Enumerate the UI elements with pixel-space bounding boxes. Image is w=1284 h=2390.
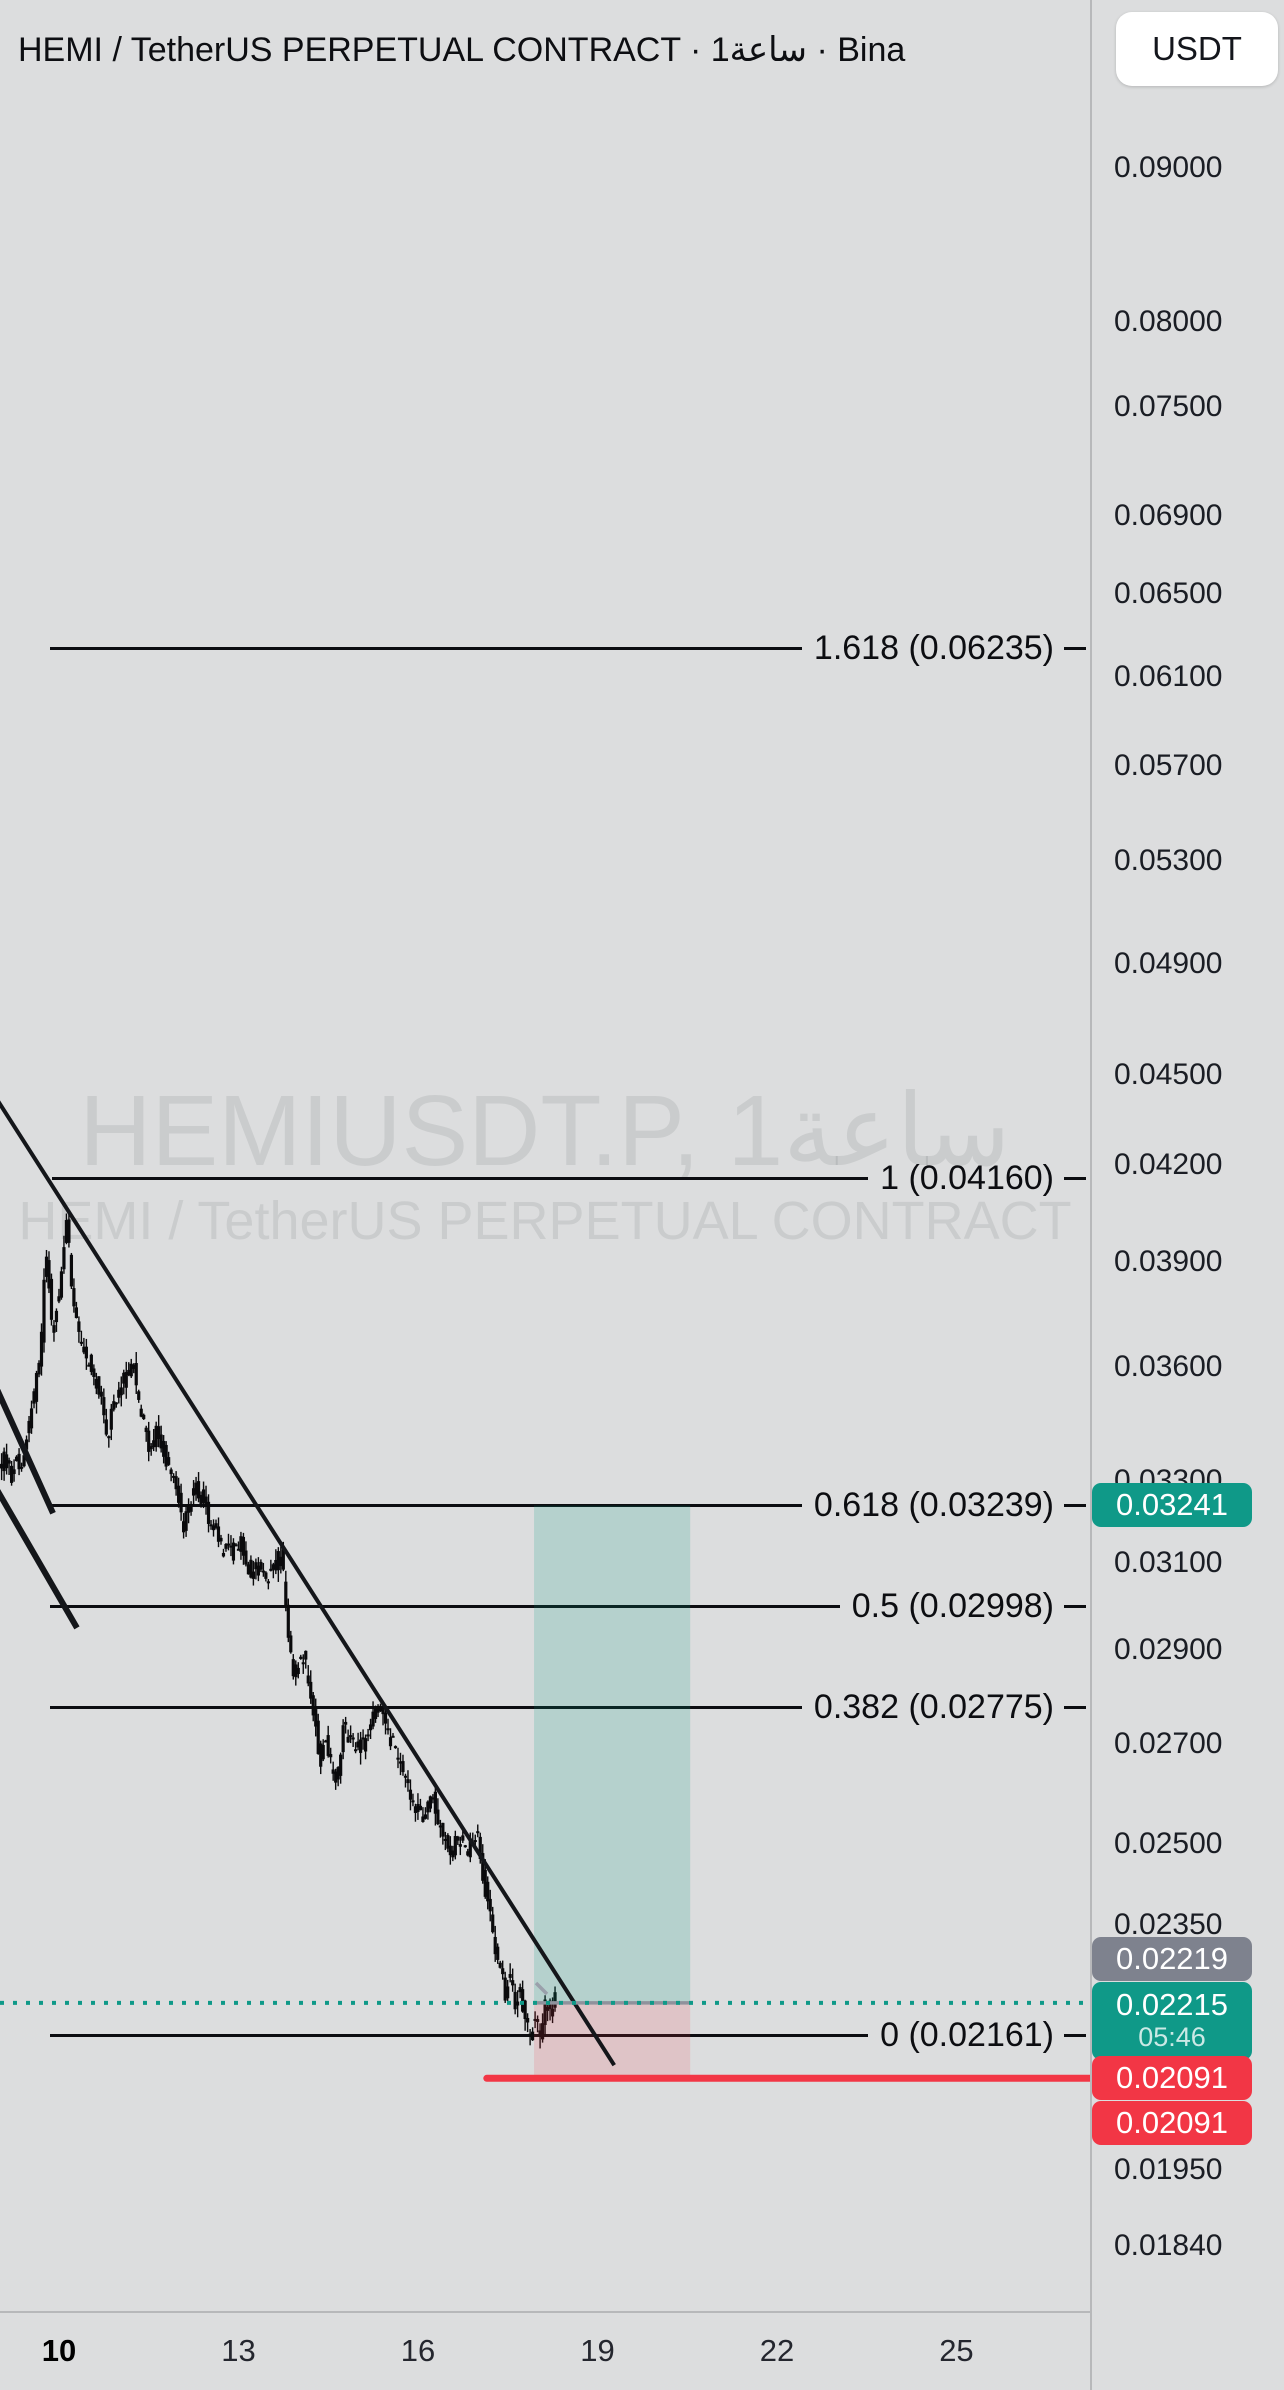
fib-level-line bbox=[50, 1706, 802, 1710]
long-position-loss-zone[interactable] bbox=[534, 2002, 691, 2079]
trendline-left-stub-upper[interactable] bbox=[0, 1378, 56, 1515]
fib-level-dash bbox=[1064, 1176, 1086, 1180]
fib-level-line bbox=[50, 1605, 840, 1609]
time-axis-label: 16 bbox=[400, 2332, 436, 2368]
price-axis-tick: 0.02500 bbox=[1114, 1827, 1223, 1861]
price-axis-tick: 0.07500 bbox=[1114, 389, 1223, 423]
fib-level-line bbox=[52, 1176, 869, 1180]
time-axis-label: 19 bbox=[580, 2332, 615, 2368]
fib-level-line bbox=[50, 646, 802, 650]
fib-level-row[interactable]: 1.618 (0.06235) bbox=[50, 626, 1086, 670]
trendline-left-stub-lower[interactable] bbox=[0, 1481, 80, 1630]
fib-level-dash bbox=[1064, 1605, 1086, 1609]
price-axis-tick: 0.03600 bbox=[1114, 1350, 1223, 1384]
last-price-value: 0.02215 bbox=[1115, 1987, 1229, 2022]
price-axis-tick: 0.08000 bbox=[1114, 305, 1223, 339]
price-axis-tick: 0.03900 bbox=[1114, 1245, 1223, 1279]
price-axis-tick: 0.06900 bbox=[1114, 498, 1223, 532]
long-position-profit-zone[interactable] bbox=[534, 1505, 691, 2003]
fib-level-label: 0.5 (0.02998) bbox=[851, 1587, 1054, 1626]
bar-countdown: 05:46 bbox=[1138, 2022, 1206, 2052]
price-badge-drawing-value: 0.02219 bbox=[1092, 1937, 1252, 1981]
price-axis-tick: 0.02900 bbox=[1114, 1633, 1223, 1667]
fib-level-label: 0.618 (0.03239) bbox=[813, 1486, 1054, 1525]
fib-level-dash bbox=[1064, 646, 1086, 650]
time-axis[interactable]: 10 13 16 19 22 25 bbox=[0, 2311, 1284, 2390]
price-badge-ray-line: 0.02091 bbox=[1092, 2101, 1252, 2146]
time-axis-label: 13 bbox=[221, 2332, 256, 2368]
quote-currency-button[interactable]: USDT bbox=[1116, 12, 1278, 86]
price-axis-tick: 0.06100 bbox=[1114, 660, 1223, 694]
fib-level-dash bbox=[1064, 1706, 1086, 1710]
price-badge-fib-target: 0.03241 bbox=[1092, 1482, 1252, 1527]
price-axis-tick: 0.04900 bbox=[1114, 946, 1223, 980]
fib-level-row[interactable]: 0.382 (0.02775) bbox=[50, 1686, 1086, 1730]
price-axis-tick: 0.05700 bbox=[1114, 748, 1223, 782]
time-axis-label: 22 bbox=[759, 2332, 795, 2368]
fib-level-row[interactable]: 0 (0.02161) bbox=[50, 2013, 1086, 2057]
price-axis-tick: 0.03100 bbox=[1114, 1545, 1223, 1579]
price-axis-tick: 0.01950 bbox=[1114, 2152, 1223, 2186]
price-axis-tick: 0.04200 bbox=[1114, 1148, 1223, 1182]
price-axis-tick: 0.02700 bbox=[1114, 1726, 1223, 1760]
chart-plot[interactable] bbox=[0, 0, 1090, 2311]
price-axis-tick: 0.05300 bbox=[1114, 844, 1223, 878]
time-axis-label: 10 bbox=[41, 2332, 77, 2368]
price-axis-tick: 0.04500 bbox=[1114, 1058, 1223, 1092]
fib-level-label: 1.618 (0.06235) bbox=[813, 628, 1054, 667]
candlestick-series bbox=[0, 1212, 557, 2049]
fib-level-row[interactable]: 1 (0.04160) bbox=[52, 1156, 1086, 1200]
fib-level-label: 0.382 (0.02775) bbox=[813, 1688, 1054, 1727]
price-axis-tick: 0.06500 bbox=[1114, 576, 1223, 610]
price-axis-tick: 0.02350 bbox=[1114, 1908, 1223, 1942]
fib-level-row[interactable]: 0.5 (0.02998) bbox=[50, 1585, 1086, 1629]
fib-level-label: 0 (0.02161) bbox=[880, 2015, 1054, 2054]
fib-level-dash bbox=[1064, 2033, 1086, 2037]
price-badge-last-price: 0.02215 05:46 bbox=[1092, 1982, 1252, 2060]
price-axis-tick: 0.09000 bbox=[1114, 150, 1223, 184]
fib-level-line bbox=[50, 2033, 869, 2037]
price-badge-stop-line: 0.02091 bbox=[1092, 2056, 1252, 2101]
fib-level-row[interactable]: 0.618 (0.03239) bbox=[50, 1484, 1086, 1528]
price-axis-tick: 0.01840 bbox=[1114, 2228, 1223, 2262]
trendline-main-downtrend[interactable] bbox=[0, 1092, 616, 2067]
fib-level-dash bbox=[1064, 1504, 1086, 1508]
symbol-title[interactable]: HEMI / TetherUS PERPETUAL CONTRACT · 1سا… bbox=[18, 31, 906, 69]
chart-surface[interactable]: 1.618 (0.06235) 1 (0.04160) 0.618 (0.03239… bbox=[0, 0, 1090, 2311]
time-axis-label: 25 bbox=[939, 2332, 974, 2368]
fib-level-line bbox=[50, 1504, 802, 1508]
drawing-handle-dash bbox=[534, 1981, 549, 1996]
price-axis[interactable]: 0.09000 0.08000 0.07500 0.06900 0.06500 0.061… bbox=[1090, 0, 1284, 2388]
fib-level-label: 1 (0.04160) bbox=[880, 1158, 1054, 1197]
